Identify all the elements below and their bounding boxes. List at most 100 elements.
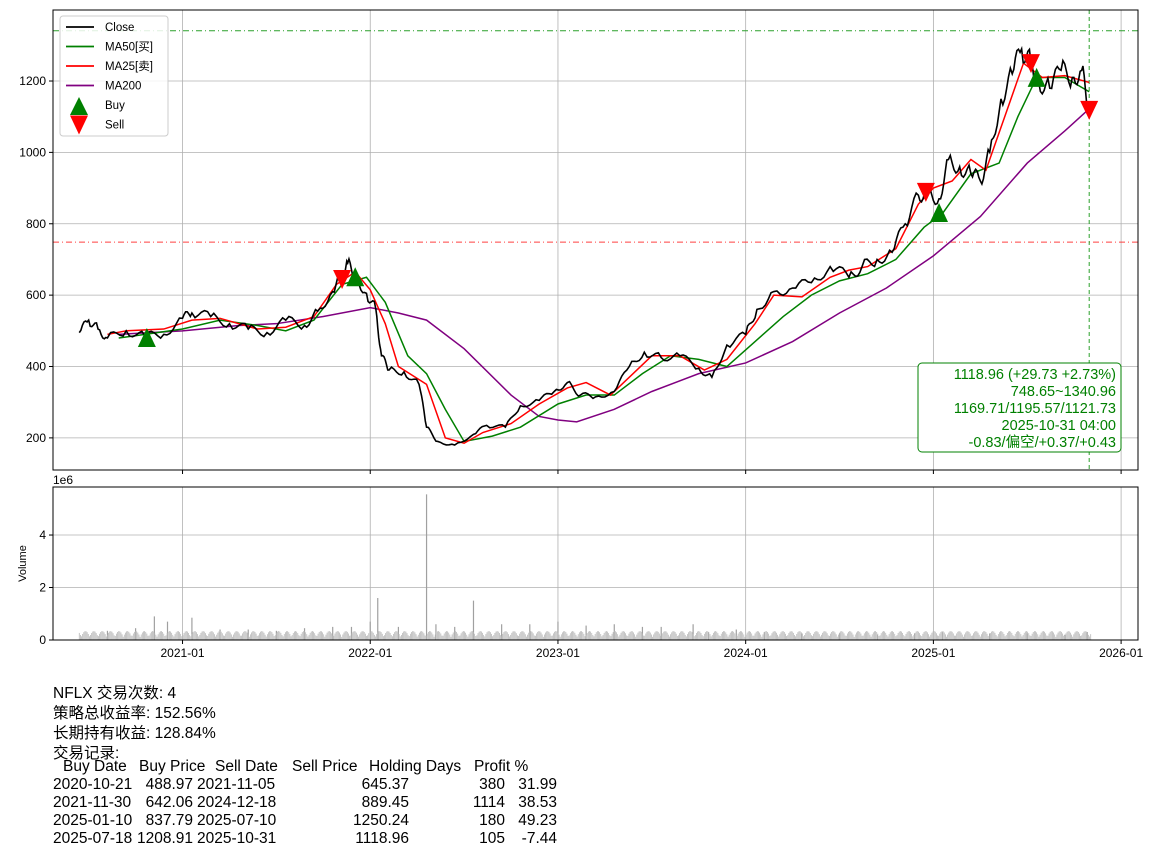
volume-bar xyxy=(432,634,434,640)
volume-bar xyxy=(268,632,269,640)
table-cell: 2025-07-18 xyxy=(53,830,133,847)
volume-bar xyxy=(560,634,562,640)
volume-bar xyxy=(274,635,276,640)
volume-bar xyxy=(954,635,955,640)
volume-bar xyxy=(584,636,586,640)
volume-bar xyxy=(393,633,394,640)
volume-bar xyxy=(857,631,858,640)
volume-bar xyxy=(799,631,801,640)
volume-bar xyxy=(671,632,673,640)
volume-bar xyxy=(521,631,523,640)
volume-bar xyxy=(104,634,106,640)
volume-bar xyxy=(955,635,956,640)
volume-bar xyxy=(474,633,476,640)
volume-bar xyxy=(451,634,453,640)
volume-bar xyxy=(475,636,477,640)
volume-bar xyxy=(901,631,902,640)
volume-bar xyxy=(616,632,617,640)
buy-marker xyxy=(137,327,156,347)
volume-bar xyxy=(580,631,581,640)
volume-bar xyxy=(690,631,692,640)
volume-bar xyxy=(1073,634,1075,640)
volume-bar xyxy=(261,631,263,640)
volume-bar xyxy=(247,634,249,640)
volume-bar xyxy=(438,631,439,640)
volume-bar xyxy=(628,633,630,640)
volume-bar xyxy=(762,634,764,640)
volume-bar xyxy=(698,631,700,640)
volume-bar xyxy=(719,636,721,640)
volume-bar xyxy=(368,633,370,640)
volume-bar xyxy=(887,636,889,640)
annotation-line: -0.83/偏空/+0.37/+0.43 xyxy=(968,434,1116,451)
volume-bar xyxy=(149,633,151,640)
volume-bar xyxy=(412,631,414,640)
volume-bar xyxy=(306,634,308,640)
volume-bar xyxy=(361,631,363,640)
volume-bar xyxy=(1008,631,1009,640)
volume-bar xyxy=(352,631,354,640)
volume-bar xyxy=(589,631,590,640)
volume-bar xyxy=(284,632,286,640)
volume-bar xyxy=(166,633,168,640)
volume-bar xyxy=(238,633,240,640)
sell-marker xyxy=(333,269,352,289)
volume-bar xyxy=(675,633,677,640)
volume-bar xyxy=(779,634,781,640)
volume-bar xyxy=(299,636,301,640)
volume-bar xyxy=(733,631,735,640)
volume-bar xyxy=(531,631,533,640)
volume-bar xyxy=(477,633,479,640)
volume-bar xyxy=(491,633,492,640)
volume-bar xyxy=(295,631,296,640)
volume-bar xyxy=(461,631,463,640)
volume-bar xyxy=(754,633,756,640)
volume-bar xyxy=(669,636,670,640)
volume-bar xyxy=(662,633,664,640)
volume-bar xyxy=(655,631,657,640)
volume-bar xyxy=(92,631,94,640)
volume-bar xyxy=(223,635,224,640)
volume-bar xyxy=(184,631,186,640)
volume-bar xyxy=(573,631,575,640)
volume-bar xyxy=(1036,632,1038,640)
volume-bar xyxy=(872,632,874,640)
volume-bar xyxy=(1041,631,1043,640)
volume-bar xyxy=(646,631,648,640)
volume-bar xyxy=(1052,631,1053,640)
volume-bar xyxy=(942,631,944,640)
volume-bar xyxy=(828,635,830,640)
volume-bar xyxy=(502,633,504,640)
volume-bar xyxy=(333,635,335,640)
volume-bar xyxy=(538,631,540,640)
volume-bar xyxy=(608,633,610,640)
volume-bar xyxy=(506,632,508,640)
volume-bar xyxy=(945,634,946,640)
volume-bar xyxy=(666,632,668,640)
volume-bar xyxy=(1066,631,1068,640)
volume-bar xyxy=(259,633,260,640)
volume-bar xyxy=(821,634,822,640)
volume-bar xyxy=(82,633,84,640)
legend-label: MA50[买] xyxy=(105,41,153,54)
volume-bar xyxy=(440,633,442,640)
volume-bar xyxy=(452,632,454,640)
volume-bar xyxy=(724,631,726,640)
volume-bar xyxy=(571,631,572,640)
table-cell: 2025-01-10 xyxy=(53,812,133,829)
volume-bar xyxy=(1015,632,1017,640)
volume-bar xyxy=(386,631,388,640)
volume-bar xyxy=(548,631,550,640)
volume-bar xyxy=(759,632,760,640)
volume-bar xyxy=(696,633,697,640)
volume-bar xyxy=(1084,631,1086,640)
volume-bar xyxy=(372,632,374,640)
volume-bar xyxy=(403,631,405,640)
volume-bar xyxy=(120,632,122,640)
volume-bar xyxy=(929,636,931,640)
volume-bar xyxy=(694,635,696,640)
volume-bar xyxy=(500,635,501,640)
volume-bar xyxy=(841,631,843,640)
volume-bar xyxy=(714,631,715,640)
volume-bar xyxy=(441,635,443,640)
